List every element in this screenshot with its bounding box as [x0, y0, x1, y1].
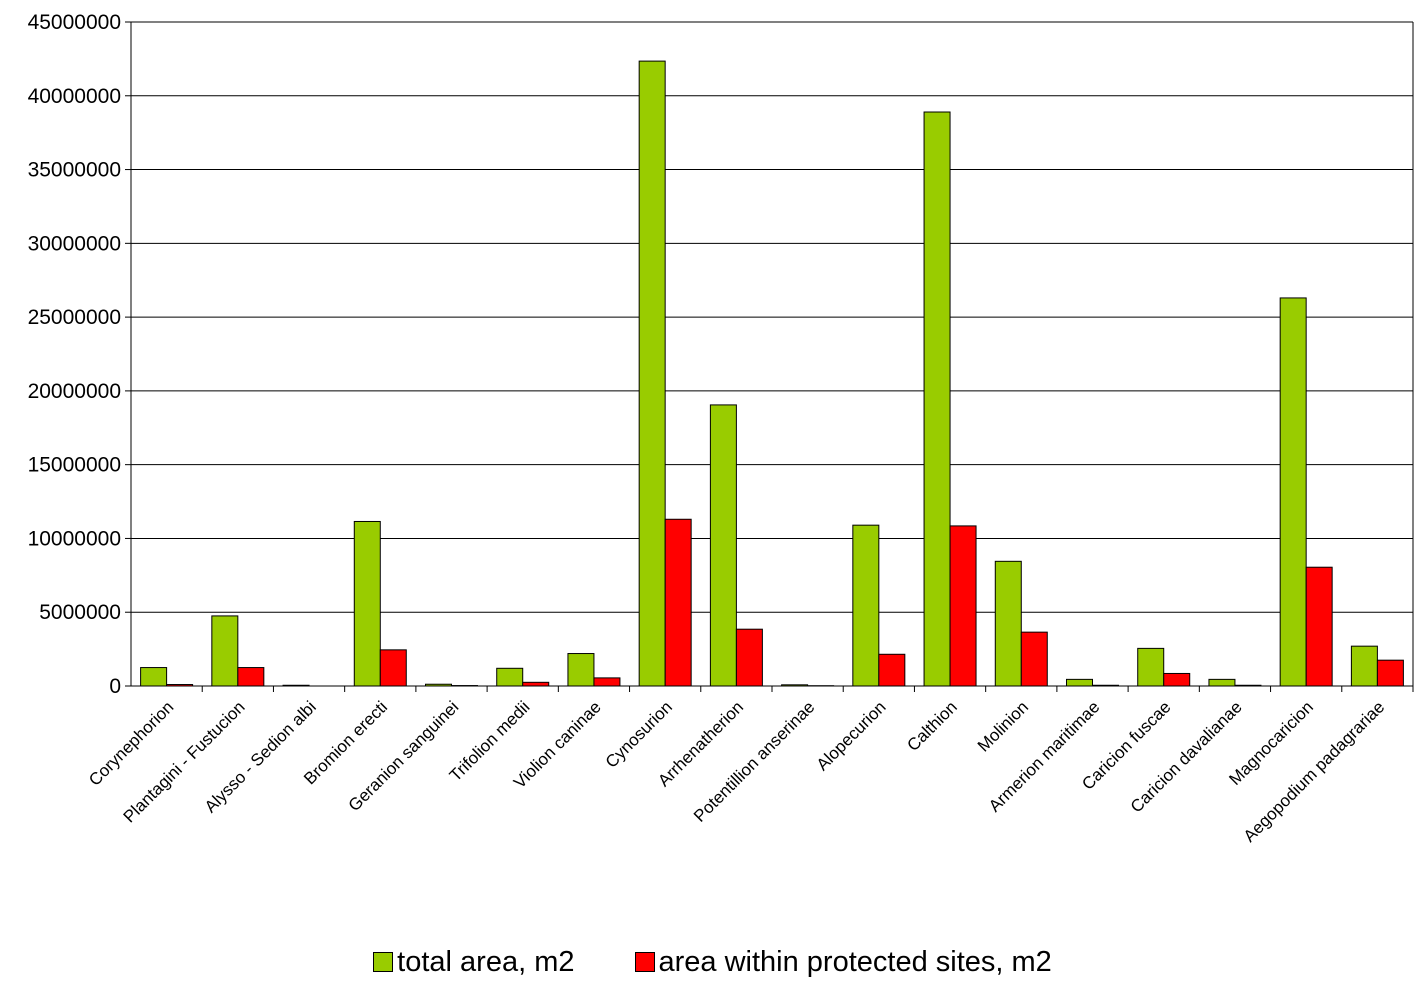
- y-tick-label: 20000000: [28, 380, 121, 403]
- legend-label-protected-area: area within protected sites, m2: [658, 945, 1052, 978]
- y-tick-label: 30000000: [28, 232, 121, 255]
- bar-total-area: [638, 60, 666, 687]
- bar-protected-area: [1163, 672, 1191, 687]
- bars: [140, 60, 1404, 687]
- bar-protected-area: [949, 525, 977, 687]
- bar-total-area: [211, 615, 239, 687]
- bar-total-area: [1137, 647, 1165, 687]
- bar-protected-area: [735, 628, 763, 687]
- y-tick-label: 40000000: [28, 85, 121, 108]
- bar-protected-area: [593, 677, 621, 687]
- axes: [130, 22, 1414, 692]
- bar-total-area: [709, 404, 737, 687]
- y-axis-ticks: 0 5000000 10000000 15000000 20000000 25000000…: [28, 11, 131, 698]
- legend-item-protected-area: area within protected sites, m2: [634, 945, 1052, 979]
- y-tick-label: 25000000: [28, 306, 121, 329]
- bar-protected-area: [1020, 631, 1048, 687]
- bar-total-area: [496, 667, 524, 687]
- gridlines: [131, 21, 1413, 613]
- y-tick-label: 5000000: [39, 601, 121, 624]
- bar-total-area: [140, 667, 168, 687]
- bar-protected-area: [522, 681, 550, 687]
- y-tick-label: 35000000: [28, 159, 121, 182]
- bar-protected-area: [237, 667, 265, 687]
- legend: total area, m2 area within protected sit…: [0, 942, 1425, 982]
- legend-label-total-area: total area, m2: [397, 945, 575, 978]
- x-tick-label: Molinion: [974, 697, 1032, 755]
- bar-protected-area: [878, 653, 906, 687]
- bar-total-area: [923, 111, 951, 687]
- bar-total-area: [1066, 678, 1093, 687]
- y-tick-label: 0: [109, 675, 121, 698]
- bar-total-area: [852, 524, 880, 687]
- legend-swatch-protected-area: [634, 952, 655, 972]
- legend-item-total-area: total area, m2: [373, 945, 575, 979]
- bar-total-area: [1208, 678, 1236, 687]
- x-tick-label: Cynosurion: [602, 697, 676, 771]
- x-tick-label: Aegopodium padagrariae: [1240, 697, 1388, 845]
- bar-total-area: [994, 560, 1022, 687]
- x-tick-label: Potentillion anserinae: [690, 697, 818, 825]
- y-tick-label: 15000000: [28, 454, 121, 477]
- x-tick-label: Calthion: [903, 697, 961, 755]
- bar-protected-area: [664, 518, 692, 687]
- bar-total-area: [567, 653, 595, 687]
- x-tick-label: Plantagini - Fustucion: [120, 697, 249, 826]
- y-tick-label: 10000000: [28, 527, 121, 550]
- legend-swatch-total-area: [373, 952, 394, 972]
- bar-total-area: [353, 520, 381, 687]
- chart-area: 0 5000000 10000000 15000000 20000000 25000000…: [28, 11, 1414, 846]
- bar-protected-area: [1305, 566, 1333, 687]
- bar-total-area: [1350, 645, 1378, 687]
- x-tick-label: Alopecurion: [813, 697, 890, 774]
- bar-total-area: [1279, 297, 1307, 687]
- bar-protected-area: [1376, 659, 1404, 687]
- y-tick-label: 45000000: [28, 11, 121, 34]
- bar-protected-area: [379, 649, 407, 687]
